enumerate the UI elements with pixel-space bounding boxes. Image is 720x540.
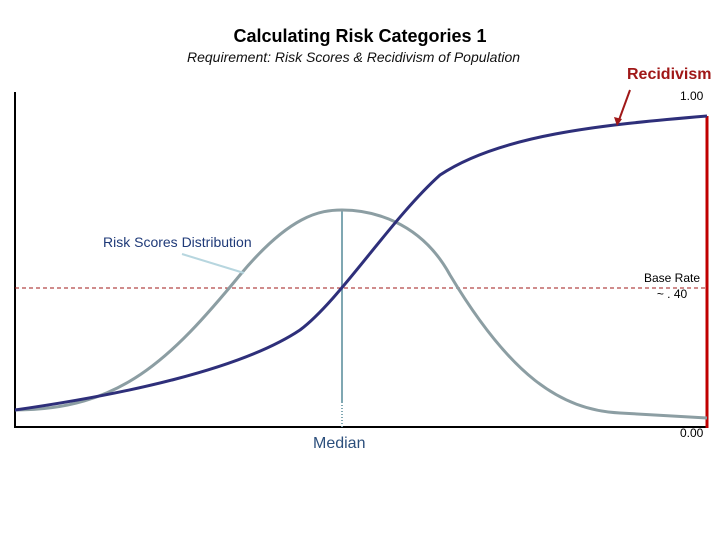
recidivism-arrowhead bbox=[614, 117, 622, 126]
recidivism-label: Recidivism bbox=[627, 66, 712, 83]
axis-top-value: 1.00 bbox=[680, 89, 704, 103]
distribution-pointer bbox=[181, 253, 245, 274]
distribution-label: Risk Scores Distribution bbox=[103, 234, 252, 250]
base-rate-label: Base Rate ~ . 40 bbox=[632, 270, 712, 302]
page-title: Calculating Risk Categories 1 bbox=[233, 26, 487, 46]
median-label: Median bbox=[313, 435, 366, 452]
distribution-curve bbox=[14, 208, 708, 420]
page-subtitle: Requirement: Risk Scores & Recidivism of… bbox=[186, 49, 521, 65]
recidivism-arrow bbox=[618, 89, 631, 121]
axis-bottom-value: 0.00 bbox=[680, 426, 704, 440]
recidivism-curve bbox=[14, 114, 708, 412]
base-rate-line2: ~ . 40 bbox=[656, 287, 688, 301]
base-rate-line1: Base Rate bbox=[643, 271, 701, 285]
